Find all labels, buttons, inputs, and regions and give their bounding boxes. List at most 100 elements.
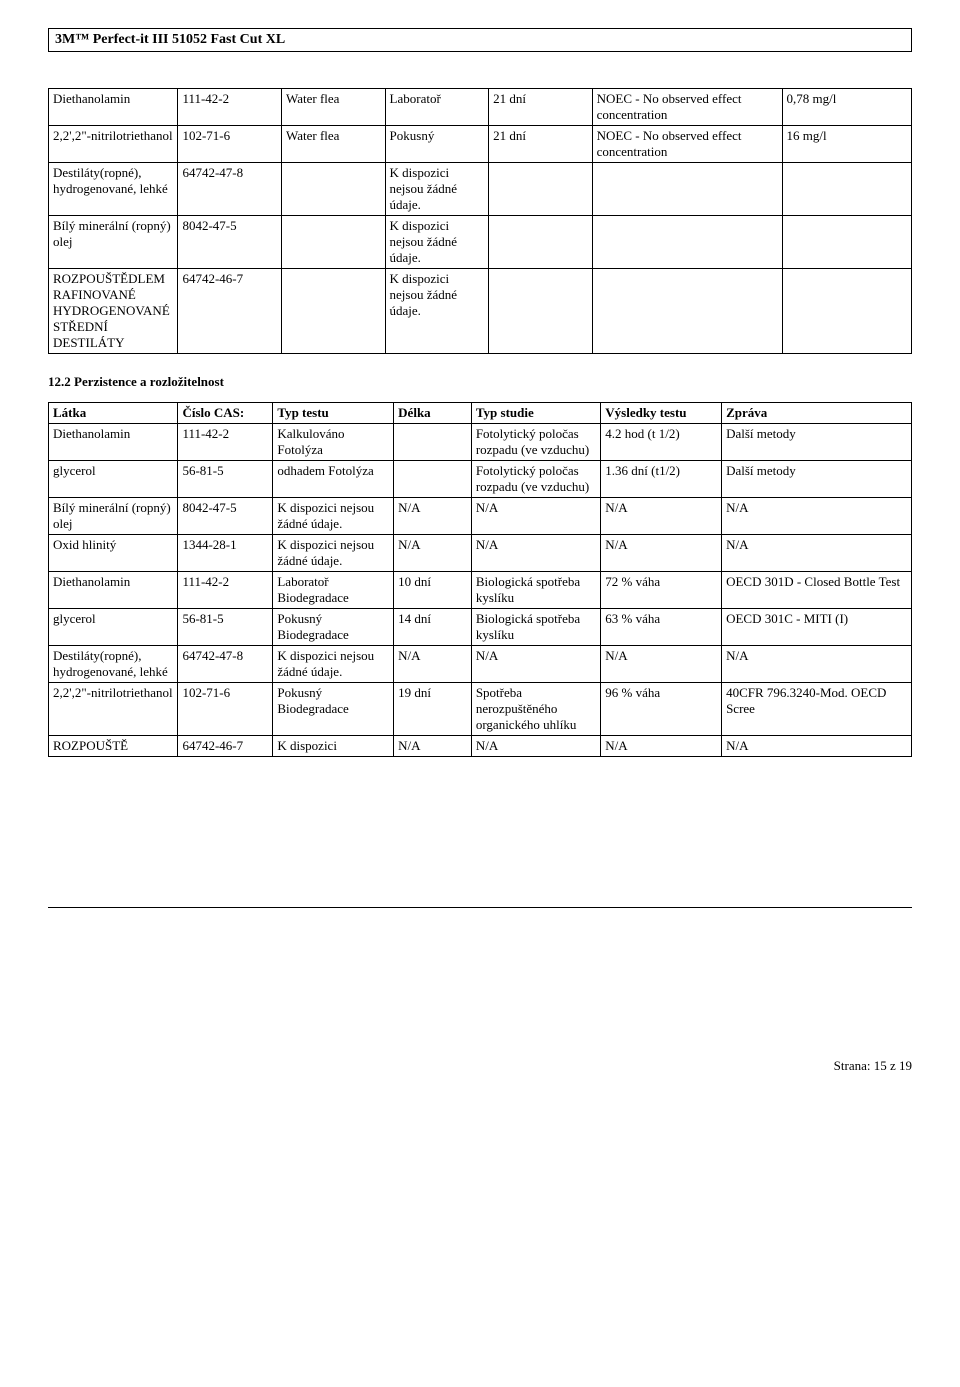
cell: N/A — [394, 736, 472, 757]
cell: 111-42-2 — [178, 89, 282, 126]
cell: N/A — [601, 646, 722, 683]
cell: 64742-47-8 — [178, 163, 282, 216]
cell: N/A — [471, 646, 600, 683]
cell: K dispozici nejsou žádné údaje. — [273, 646, 394, 683]
cell: Pokusný Biodegradace — [273, 609, 394, 646]
cell: Water flea — [281, 89, 385, 126]
cell: N/A — [601, 535, 722, 572]
col-header: Typ studie — [471, 403, 600, 424]
cell — [489, 216, 593, 269]
cell: NOEC - No observed effect concentration — [592, 89, 782, 126]
cell: glycerol — [49, 461, 178, 498]
cell: K dispozici nejsou žádné údaje. — [385, 163, 489, 216]
cell: Bílý minerální (ropný) olej — [49, 216, 178, 269]
cell: N/A — [394, 535, 472, 572]
cell — [782, 163, 912, 216]
cell: 0,78 mg/l — [782, 89, 912, 126]
table-row: ROZPOUŠTĚ 64742-46-7 K dispozici N/A N/A… — [49, 736, 912, 757]
cell: 21 dní — [489, 126, 593, 163]
cell: 2,2',2"-nitrilotriethanol — [49, 126, 178, 163]
cell: 56-81-5 — [178, 461, 273, 498]
table-row: 2,2',2"-nitrilotriethanol 102-71-6 Pokus… — [49, 683, 912, 736]
cell: 64742-47-8 — [178, 646, 273, 683]
section-heading-12-2: 12.2 Perzistence a rozložitelnost — [48, 374, 912, 390]
cell: N/A — [601, 498, 722, 535]
cell — [281, 269, 385, 354]
cell: NOEC - No observed effect concentration — [592, 126, 782, 163]
cell — [592, 269, 782, 354]
cell: OECD 301D - Closed Bottle Test — [722, 572, 912, 609]
cell: N/A — [394, 646, 472, 683]
cell: Další metody — [722, 461, 912, 498]
cell: N/A — [471, 498, 600, 535]
cell: Diethanolamin — [49, 572, 178, 609]
cell: 72 % váha — [601, 572, 722, 609]
cell: 40CFR 796.3240-Mod. OECD Scree — [722, 683, 912, 736]
cell — [281, 216, 385, 269]
cell — [394, 424, 472, 461]
cell: 19 dní — [394, 683, 472, 736]
cell: N/A — [722, 535, 912, 572]
cell: 10 dní — [394, 572, 472, 609]
cell: N/A — [722, 736, 912, 757]
cell: N/A — [471, 736, 600, 757]
cell: N/A — [722, 498, 912, 535]
col-header: Látka — [49, 403, 178, 424]
cell: ROZPOUŠTĚDLEM RAFINOVANÉ HYDROGENOVANÉ S… — [49, 269, 178, 354]
cell: ROZPOUŠTĚ — [49, 736, 178, 757]
cell: Bílý minerální (ropný) olej — [49, 498, 178, 535]
cell: 63 % váha — [601, 609, 722, 646]
cell: Pokusný Biodegradace — [273, 683, 394, 736]
document-title: 3M™ Perfect-it III 51052 Fast Cut XL — [48, 28, 912, 52]
cell: Laboratoř Biodegradace — [273, 572, 394, 609]
table-row: Bílý minerální (ropný) olej 8042-47-5 K … — [49, 216, 912, 269]
cell: Další metody — [722, 424, 912, 461]
cell: 21 dní — [489, 89, 593, 126]
footer-rule — [48, 907, 912, 908]
cell: Water flea — [281, 126, 385, 163]
col-header: Typ testu — [273, 403, 394, 424]
col-header: Číslo CAS: — [178, 403, 273, 424]
cell: 1344-28-1 — [178, 535, 273, 572]
cell: 102-71-6 — [178, 126, 282, 163]
cell: Diethanolamin — [49, 424, 178, 461]
cell: 96 % váha — [601, 683, 722, 736]
cell: 2,2',2"-nitrilotriethanol — [49, 683, 178, 736]
cell — [394, 461, 472, 498]
cell — [489, 163, 593, 216]
table-header-row: Látka Číslo CAS: Typ testu Délka Typ stu… — [49, 403, 912, 424]
cell: N/A — [722, 646, 912, 683]
cell: 102-71-6 — [178, 683, 273, 736]
cell: 16 mg/l — [782, 126, 912, 163]
cell: 8042-47-5 — [178, 498, 273, 535]
table-row: Destiláty(ropné), hydrogenované, lehké 6… — [49, 646, 912, 683]
cell: K dispozici nejsou žádné údaje. — [385, 216, 489, 269]
cell: 14 dní — [394, 609, 472, 646]
cell: K dispozici nejsou žádné údaje. — [273, 498, 394, 535]
table-row: Diethanolamin 111-42-2 Laboratoř Biodegr… — [49, 572, 912, 609]
cell: odhadem Fotolýza — [273, 461, 394, 498]
cell: Biologická spotřeba kyslíku — [471, 609, 600, 646]
cell — [782, 216, 912, 269]
cell: Biologická spotřeba kyslíku — [471, 572, 600, 609]
cell: 64742-46-7 — [178, 736, 273, 757]
cell: glycerol — [49, 609, 178, 646]
cell — [592, 216, 782, 269]
cell — [592, 163, 782, 216]
cell: Laboratoř — [385, 89, 489, 126]
page-footer: Strana: 15 z 19 — [48, 1058, 912, 1074]
cell: Fotolytický poločas rozpadu (ve vzduchu) — [471, 461, 600, 498]
cell: Destiláty(ropné), hydrogenované, lehké — [49, 163, 178, 216]
cell: 111-42-2 — [178, 424, 273, 461]
table-row: ROZPOUŠTĚDLEM RAFINOVANÉ HYDROGENOVANÉ S… — [49, 269, 912, 354]
cell: K dispozici nejsou žádné údaje. — [273, 535, 394, 572]
cell: 4.2 hod (t 1/2) — [601, 424, 722, 461]
ecotox-table: Diethanolamin 111-42-2 Water flea Labora… — [48, 88, 912, 354]
cell: N/A — [394, 498, 472, 535]
col-header: Zpráva — [722, 403, 912, 424]
persistence-table: Látka Číslo CAS: Typ testu Délka Typ stu… — [48, 402, 912, 757]
cell — [782, 269, 912, 354]
cell: 56-81-5 — [178, 609, 273, 646]
cell: Kalkulováno Fotolýza — [273, 424, 394, 461]
cell — [489, 269, 593, 354]
